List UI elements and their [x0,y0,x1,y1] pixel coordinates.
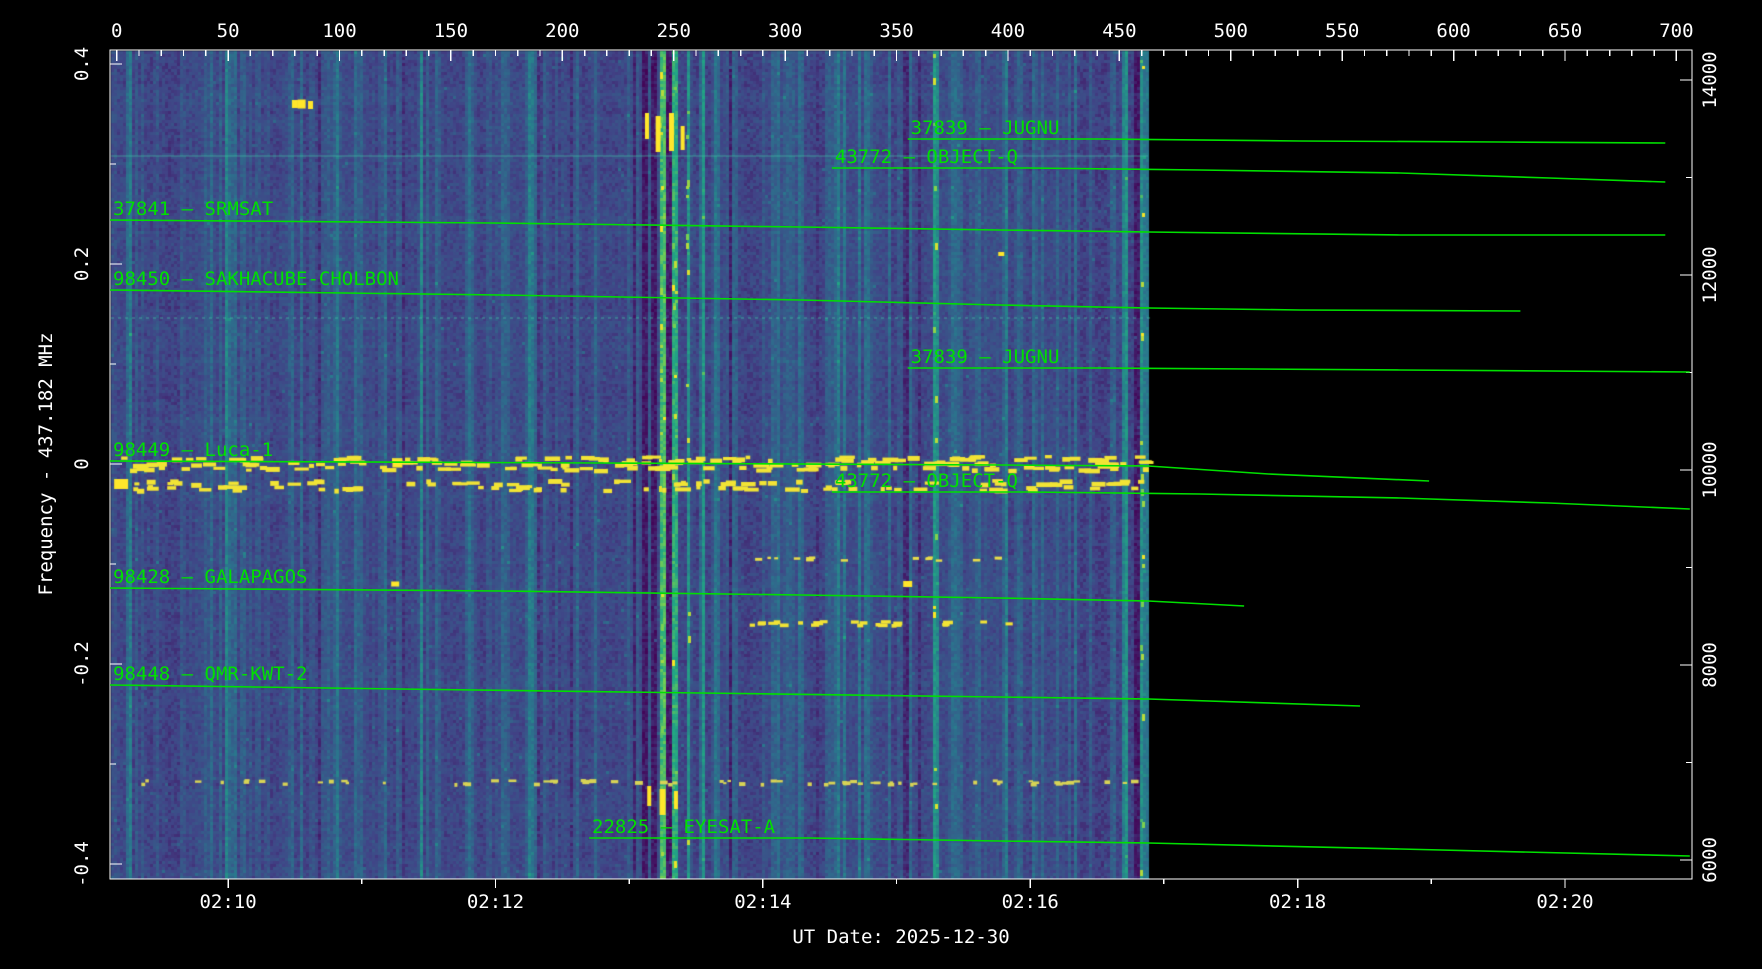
top-axis-tick-label: 550 [1325,20,1359,42]
bottom-axis-tick-label: 02:14 [734,891,791,913]
satellite-trace [907,367,1690,373]
left-axis-tick-label: 0.4 [71,47,93,81]
top-axis-tick-label: 350 [879,20,913,42]
satellite-trace-label: 43772 — OBJECT-Q [835,470,1018,492]
bottom-axis-tick-label: 02:16 [1002,891,1059,913]
bottom-axis-tick-label: 02:18 [1269,891,1326,913]
satellite-trace-label: 37839 — JUGNU [911,117,1060,139]
satellite-trace [109,587,1245,607]
right-axis-tick-label: 10000 [1699,441,1721,498]
top-axis-tick-label: 0 [111,20,122,42]
top-axis-tick-label: 600 [1436,20,1470,42]
top-axis-tick-label: 150 [434,20,468,42]
satellite-trace-label: 98428 — GALAPAGOS [113,566,307,588]
left-axis-tick-label: 0.2 [71,247,93,281]
bottom-axis-tick-label: 02:20 [1536,891,1593,913]
axis-ticks: 0 50 100 150 200 250 300 350 400 450 500 550 600 650 7… [71,20,1721,913]
satellite-trace [907,138,1666,144]
left-axis-tick-label: -0.4 [71,841,93,887]
satellite-trace-label: 43772 — OBJECT-Q [835,146,1018,168]
top-axis-tick-label: 500 [1214,20,1248,42]
satellite-trace-label: 98448 — QMR-KWT-2 [113,663,307,685]
top-axis-tick-label: 650 [1548,20,1582,42]
top-axis-tick-label: 700 [1659,20,1693,42]
satellite-trace-label: 37839 — JUGNU [911,346,1060,368]
top-axis-tick-label: 200 [545,20,579,42]
top-axis-tick-label: 250 [657,20,691,42]
satellite-trace [109,460,1430,482]
right-axis-tick-label: 12000 [1699,246,1721,303]
ut-date-label: UT Date: 2025-12-30 [792,926,1009,948]
satellite-trace [109,289,1521,312]
right-axis-tick-label: 8000 [1699,642,1721,688]
top-axis-tick-label: 400 [991,20,1025,42]
satellite-trace [109,684,1361,707]
top-axis-tick-label: 300 [768,20,802,42]
satellite-trace-label: 22825 — EYESAT-A [592,816,776,838]
right-axis-tick-label: 6000 [1699,837,1721,883]
top-axis-tick-label: 450 [1102,20,1136,42]
top-axis-tick-label: 50 [217,20,240,42]
satellite-trace-label: 98450 — SAKHACUBE-CHOLBON [113,268,399,290]
satellite-trace [589,837,1690,857]
right-axis-tick-label: 14000 [1699,51,1721,108]
satellite-trace [831,491,1690,510]
left-axis-tick-label: 0 [71,458,93,469]
bottom-axis-tick-label: 02:10 [199,891,256,913]
satellite-trace [109,219,1666,236]
satellite-trace-label: 98449 — Luca-1 [113,439,273,461]
y-axis-title: Frequency - 437.182 MHz [35,332,57,595]
satellite-trace-label: 37841 — SRMSAT [113,198,273,220]
bottom-axis-tick-label: 02:12 [467,891,524,913]
left-axis-tick-label: -0.2 [71,641,93,687]
satellite-traces: 37841 — SRMSAT 98450 — SAKHACUBE-CHOLBON 3… [109,117,1690,857]
satellite-trace [831,167,1666,183]
top-axis-tick-label: 100 [322,20,356,42]
